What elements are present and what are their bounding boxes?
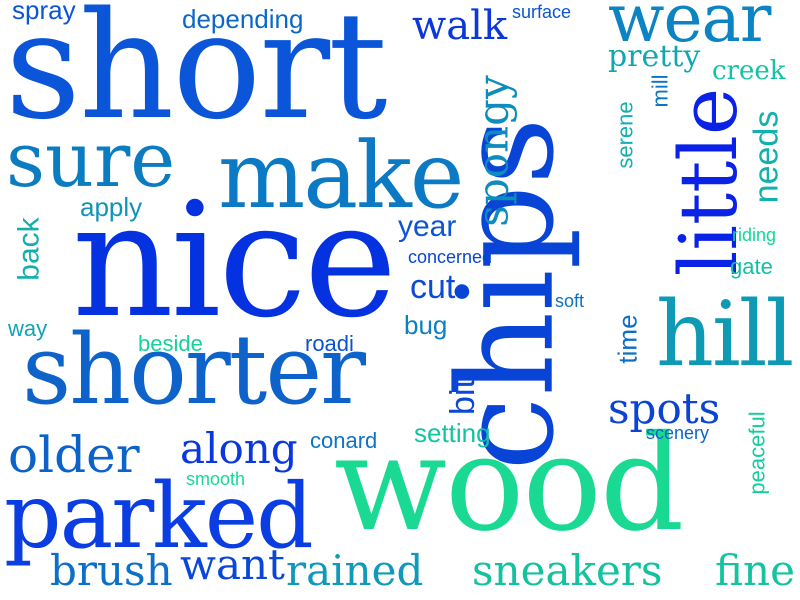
word-brush: brush bbox=[50, 546, 173, 595]
word-make: make bbox=[218, 122, 464, 229]
word-short: short bbox=[5, 0, 388, 152]
word-creek: creek bbox=[712, 56, 786, 86]
word-hill: hill bbox=[656, 282, 794, 387]
word-conard: conard bbox=[310, 428, 378, 453]
word-beside: beside bbox=[138, 331, 203, 356]
word-needs: needs bbox=[747, 110, 786, 204]
word-soft: soft bbox=[555, 291, 585, 311]
word-spongy: spongy bbox=[468, 75, 518, 227]
word-fine: fine bbox=[715, 546, 795, 595]
word-spots: spots bbox=[608, 384, 721, 433]
word-nice: nice bbox=[72, 169, 397, 353]
word-gate: gate bbox=[730, 254, 773, 279]
word-setting: setting bbox=[414, 418, 491, 448]
word-mill: mill bbox=[647, 74, 673, 108]
word-older: older bbox=[8, 426, 140, 484]
word-depending: depending bbox=[182, 4, 304, 34]
word-smooth: smooth bbox=[186, 469, 246, 489]
word-cut: cut bbox=[410, 268, 456, 306]
word-shorter: shorter bbox=[22, 314, 366, 426]
word-along: along bbox=[180, 424, 298, 473]
word-way: way bbox=[8, 316, 48, 341]
word-year: year bbox=[398, 210, 457, 243]
word-riding: riding bbox=[732, 225, 777, 245]
word-parked: parked bbox=[4, 464, 314, 569]
word-bug: bug bbox=[404, 310, 448, 340]
word-concerned: concerned bbox=[408, 247, 493, 267]
word-little: little bbox=[662, 87, 756, 277]
word-walk: walk bbox=[412, 3, 508, 49]
word-roadi: roadi bbox=[305, 331, 354, 356]
word-apply: apply bbox=[80, 192, 143, 222]
word-peaceful: peaceful bbox=[744, 411, 770, 495]
word-sure: sure bbox=[6, 115, 176, 204]
word-serene: serene bbox=[612, 101, 638, 169]
word-back: back bbox=[12, 217, 46, 281]
word-wear: wear bbox=[608, 0, 771, 57]
word-spray: spray bbox=[12, 0, 76, 25]
word-sneakers: sneakers bbox=[472, 546, 663, 595]
word-rained: rained bbox=[286, 546, 424, 595]
word-bit: bit bbox=[443, 379, 482, 415]
word-surface: surface bbox=[512, 2, 572, 22]
word-wood: wood bbox=[334, 407, 684, 561]
word-want: want bbox=[180, 540, 285, 589]
word-scenery: scenery bbox=[646, 423, 710, 443]
word-time: time bbox=[612, 314, 643, 364]
word-pretty: pretty bbox=[608, 39, 701, 74]
